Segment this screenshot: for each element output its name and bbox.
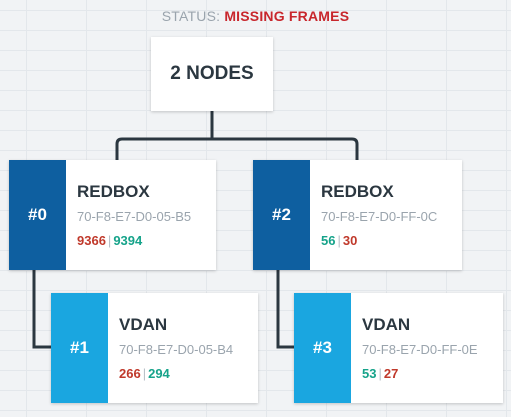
count-separator: |	[142, 366, 147, 381]
node-redbox-0[interactable]: #0 REDBOX 70-F8-E7-D0-05-B5 9366 | 9394	[9, 160, 216, 270]
tree-connector	[115, 111, 359, 160]
node-type: VDAN	[119, 315, 168, 334]
node-id-tag: #1	[51, 293, 108, 403]
count-b: 294	[148, 366, 170, 381]
frame-counts: 53 | 27	[362, 366, 398, 381]
node-mac-address: 70-F8-E7-D0-05-B5	[77, 209, 192, 224]
node-id: #3	[313, 338, 332, 357]
node-id-tag: #3	[294, 293, 351, 403]
count-separator: |	[378, 366, 382, 381]
count-a: 9366	[77, 233, 106, 248]
frame-counts: 266 | 294	[119, 366, 170, 381]
node-type: VDAN	[362, 315, 411, 334]
node-vdan-3[interactable]: #3 VDAN 70-F8-E7-D0-FF-0E 53 | 27	[294, 293, 503, 403]
root-node[interactable]: 2 NODES	[151, 37, 273, 111]
child-connector-left	[32, 270, 51, 349]
count-b: 9394	[113, 233, 143, 248]
status-value: MISSING FRAMES	[224, 8, 350, 24]
node-id-tag: #0	[9, 160, 66, 270]
status-line: STATUS: MISSING FRAMES	[0, 8, 511, 24]
count-separator: |	[107, 233, 112, 248]
status-label: STATUS:	[161, 8, 221, 24]
node-mac-address: 70-F8-E7-D0-FF-0E	[362, 342, 478, 357]
count-separator: |	[337, 233, 341, 248]
frame-counts: 56 | 30	[321, 233, 357, 248]
frame-counts: 9366 | 9394	[77, 233, 142, 248]
count-a: 56	[321, 233, 336, 248]
node-type: REDBOX	[321, 182, 394, 201]
node-id-tag: #2	[253, 160, 310, 270]
node-type: REDBOX	[77, 182, 150, 201]
node-id: #1	[70, 338, 89, 357]
count-a: 266	[119, 366, 141, 381]
node-redbox-2[interactable]: #2 REDBOX 70-F8-E7-D0-FF-0C 56 | 30	[253, 160, 462, 270]
node-id: #2	[272, 205, 291, 224]
count-b: 27	[383, 366, 399, 381]
node-mac-address: 70-F8-E7-D0-FF-0C	[321, 209, 438, 224]
root-label: 2 NODES	[170, 63, 254, 84]
node-id: #0	[28, 205, 47, 224]
child-connector-right	[276, 270, 294, 349]
count-a: 53	[362, 366, 377, 381]
count-b: 30	[342, 233, 358, 248]
node-vdan-1[interactable]: #1 VDAN 70-F8-E7-D0-05-B4 266 | 294	[51, 293, 258, 403]
node-mac-address: 70-F8-E7-D0-05-B4	[119, 342, 234, 357]
